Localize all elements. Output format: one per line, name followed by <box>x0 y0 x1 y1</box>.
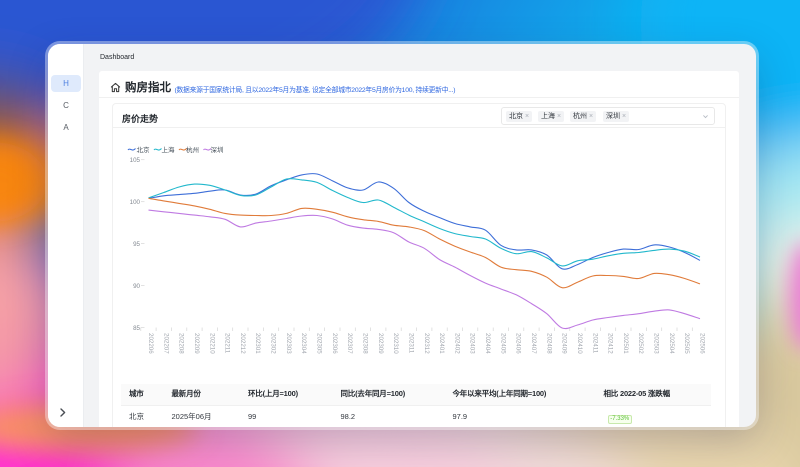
svg-text:202210: 202210 <box>208 333 215 354</box>
svg-text:202411: 202411 <box>591 333 598 354</box>
svg-text:202306: 202306 <box>331 333 338 354</box>
svg-text:202401: 202401 <box>438 333 445 354</box>
svg-text:202309: 202309 <box>377 333 384 354</box>
svg-text:100: 100 <box>130 199 141 206</box>
svg-text:202404: 202404 <box>484 333 491 354</box>
svg-text:202403: 202403 <box>469 333 476 354</box>
svg-text:202408: 202408 <box>545 333 552 354</box>
svg-text:202409: 202409 <box>561 333 568 354</box>
svg-text:202207: 202207 <box>162 333 169 354</box>
svg-text:202405: 202405 <box>499 333 506 354</box>
svg-text:深圳: 深圳 <box>211 145 224 154</box>
svg-text:202308: 202308 <box>362 333 369 354</box>
svg-text:85: 85 <box>133 325 140 332</box>
svg-text:上海: 上海 <box>162 145 176 154</box>
svg-text:202505: 202505 <box>683 333 690 354</box>
svg-text:202206: 202206 <box>147 333 154 354</box>
svg-text:202208: 202208 <box>178 333 185 354</box>
svg-text:202402: 202402 <box>453 333 460 354</box>
svg-text:202412: 202412 <box>607 333 614 354</box>
svg-text:202506: 202506 <box>699 333 706 354</box>
svg-text:202410: 202410 <box>576 333 583 354</box>
svg-text:202407: 202407 <box>530 333 537 354</box>
svg-text:北京: 北京 <box>137 145 151 154</box>
svg-text:202501: 202501 <box>622 333 629 354</box>
svg-text:202305: 202305 <box>316 333 323 354</box>
svg-text:杭州: 杭州 <box>186 145 199 154</box>
svg-text:95: 95 <box>133 241 140 248</box>
svg-text:202304: 202304 <box>300 333 307 354</box>
svg-text:202504: 202504 <box>668 333 675 354</box>
svg-text:202406: 202406 <box>515 333 522 354</box>
svg-text:202310: 202310 <box>392 333 399 354</box>
svg-text:202307: 202307 <box>346 333 353 354</box>
svg-text:90: 90 <box>133 283 140 290</box>
svg-text:202312: 202312 <box>423 333 430 354</box>
svg-text:202211: 202211 <box>224 333 231 354</box>
svg-text:202209: 202209 <box>193 333 200 354</box>
svg-text:105: 105 <box>130 157 141 164</box>
svg-text:202502: 202502 <box>637 333 644 354</box>
svg-text:202302: 202302 <box>270 333 277 354</box>
svg-text:202311: 202311 <box>407 333 414 354</box>
svg-text:202503: 202503 <box>653 333 660 354</box>
svg-text:202301: 202301 <box>254 333 261 354</box>
svg-text:202212: 202212 <box>239 333 246 354</box>
svg-text:202303: 202303 <box>285 333 292 354</box>
